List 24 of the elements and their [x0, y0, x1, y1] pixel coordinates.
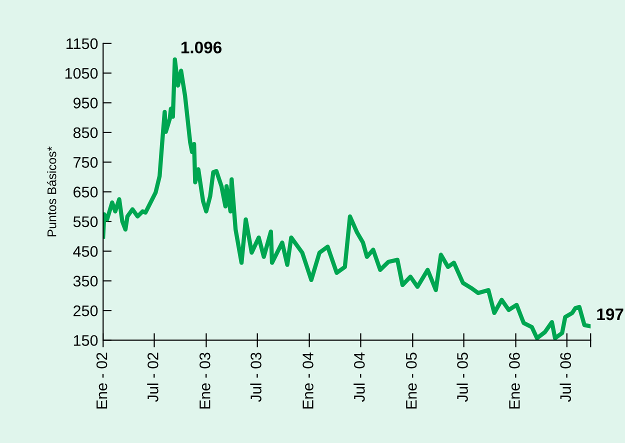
x-tick-label: Jul - 06: [560, 352, 571, 402]
annotation: 197: [597, 308, 624, 320]
y-tick-label: 650: [74, 186, 98, 198]
x-tick-label: Ene - 06: [509, 352, 520, 409]
y-tick-label: 1150: [66, 38, 98, 50]
x-tick-label: Jul - 02: [147, 352, 158, 402]
x-tick-label: Ene - 03: [200, 352, 210, 409]
y-tick-label: 1050: [65, 68, 98, 79]
x-tick-label: Jul - 05: [456, 352, 468, 402]
y-tick-label: 150: [74, 335, 98, 346]
x-tick-label: Jul - 04: [354, 352, 365, 402]
y-tick-label: 450: [73, 246, 98, 257]
x-tick-label: Ene - 05: [406, 352, 417, 409]
y-tick-label: 850: [73, 127, 98, 138]
y-tick-label: 950: [73, 98, 98, 108]
y-tick-label: 550: [73, 216, 98, 228]
annotation: 1.096: [181, 42, 222, 54]
y-tick-label: 750: [74, 157, 98, 168]
x-tick-label: Ene - 02: [96, 352, 108, 409]
y-tick-label: 350: [73, 276, 98, 287]
x-tick-label: Jul - 03: [250, 352, 262, 402]
y-tick-label: 250: [74, 305, 98, 316]
x-tick-label: Ene - 04: [302, 352, 314, 409]
y-axis-title: Puntos Básicos*: [46, 146, 56, 236]
